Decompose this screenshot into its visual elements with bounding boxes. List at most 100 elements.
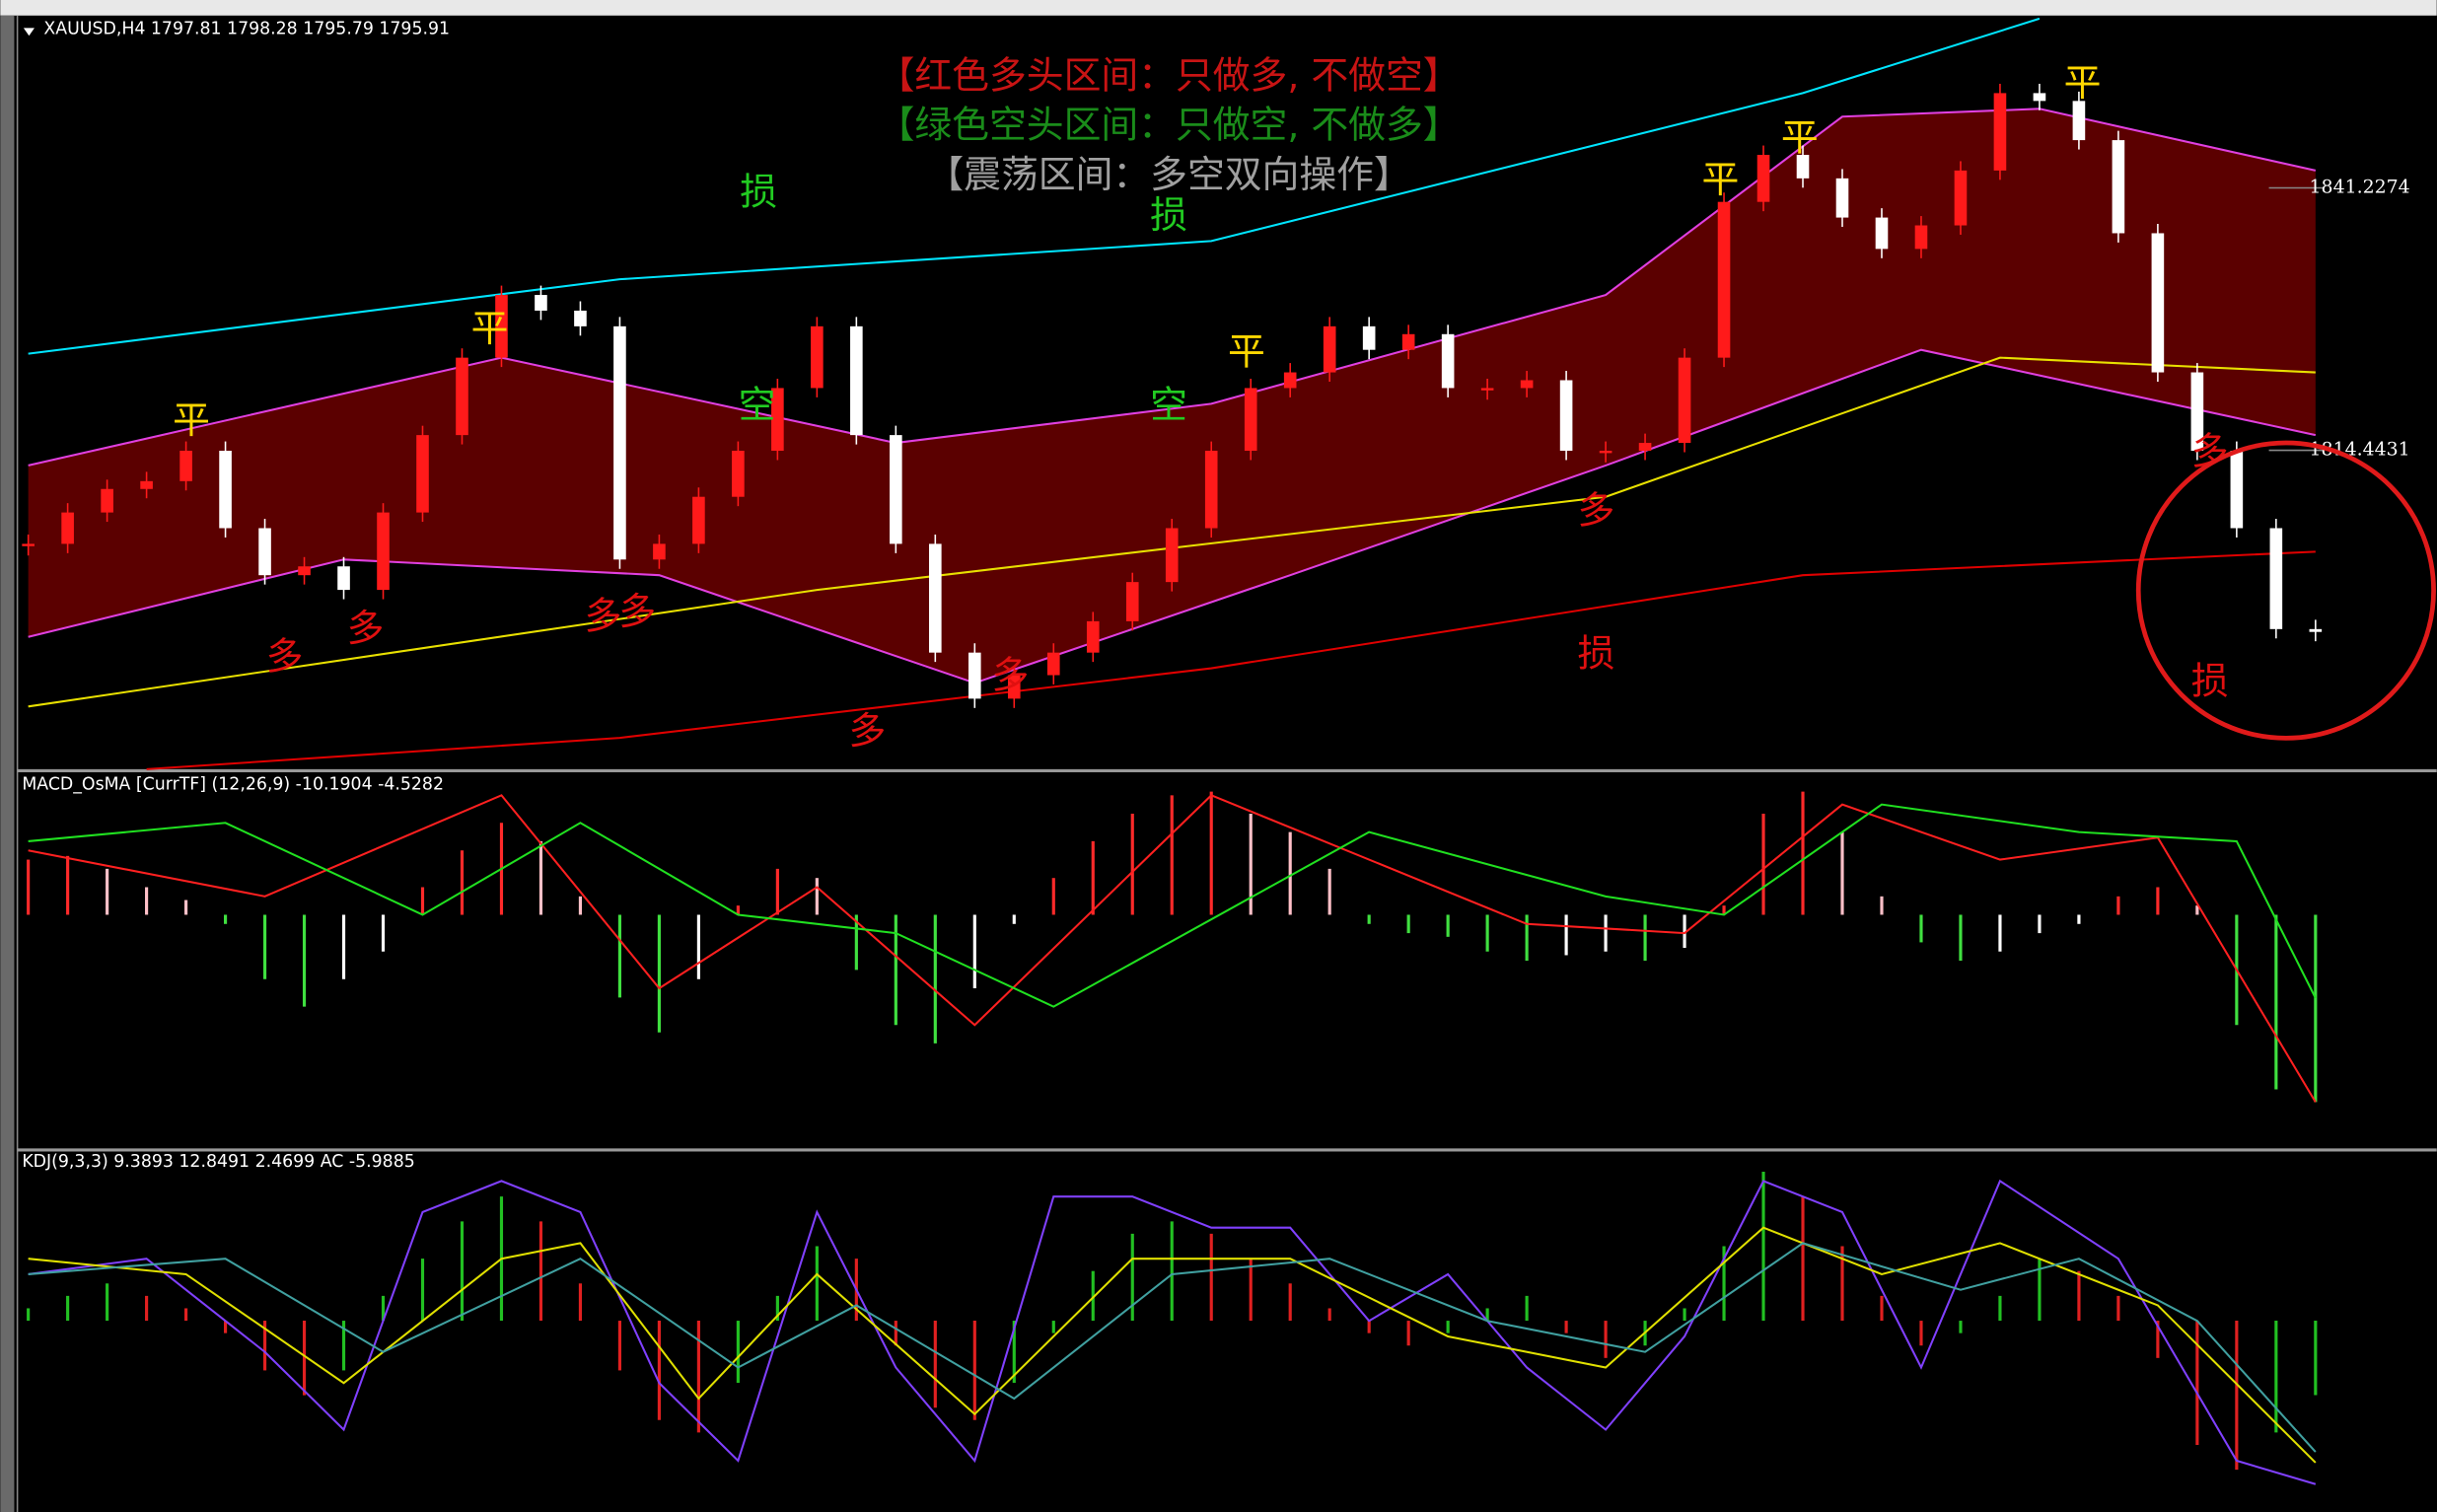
plot-layer: 1841.2274 1814.4431 <box>22 17 2410 1485</box>
candle <box>1954 170 1968 226</box>
candle <box>2269 528 2283 629</box>
annotation: 多 <box>347 607 385 650</box>
annotation: 损 <box>1577 631 1614 675</box>
annotation: 平 <box>1228 330 1265 374</box>
candle <box>811 325 824 389</box>
candle <box>101 488 113 513</box>
candle <box>1204 451 1218 529</box>
candle <box>1007 675 1021 699</box>
candle <box>692 496 705 544</box>
candle <box>1520 380 1534 389</box>
candle <box>771 388 784 452</box>
indicator-line <box>28 1179 2317 1485</box>
candle <box>298 566 311 576</box>
annotation: 损 <box>740 170 777 213</box>
candle <box>1717 201 1731 358</box>
price-label: 1841.2274 <box>2310 177 2410 198</box>
macd-header: MACD_OsMA [CurrTF] (12,26,9) -10.1904 -4… <box>22 774 444 794</box>
candle <box>850 325 863 436</box>
candle <box>653 543 666 560</box>
candle <box>1559 380 1573 452</box>
candle <box>1165 528 1179 583</box>
candle <box>1638 443 1652 452</box>
dropdown-icon <box>23 28 35 36</box>
annotation: 空 <box>1150 383 1187 426</box>
candle <box>1599 451 1613 454</box>
candle <box>2190 372 2204 452</box>
annotation: 多 <box>991 653 1029 696</box>
candle <box>1796 154 1810 179</box>
annotation: 平 <box>2064 61 2102 105</box>
candle <box>1086 620 1100 653</box>
candle <box>1875 217 1889 250</box>
candle <box>2230 451 2244 529</box>
candle <box>416 435 429 513</box>
annotation: 平 <box>471 307 509 350</box>
left-strip <box>0 15 15 1512</box>
annotation: 多 <box>618 590 656 633</box>
candle <box>1283 372 1297 389</box>
annotation: 损 <box>2191 660 2229 703</box>
candle <box>179 451 192 481</box>
candle <box>1480 388 1494 391</box>
annotation: 平 <box>1781 115 1819 159</box>
candle <box>2072 101 2086 141</box>
indicator-line <box>28 803 2317 1008</box>
annotation: 多 <box>849 709 887 753</box>
indicator-line <box>146 550 2316 770</box>
candle <box>1678 357 1691 444</box>
candle <box>61 512 74 544</box>
candle <box>140 480 153 489</box>
kdj-header: KDJ(9,3,3) 9.3893 12.8491 2.4699 AC -5.9… <box>22 1152 414 1172</box>
candle <box>613 325 626 560</box>
candle <box>495 295 508 358</box>
indicator-line <box>28 794 2317 1103</box>
candle <box>929 543 942 653</box>
candle <box>337 566 350 591</box>
candle <box>2151 233 2165 373</box>
annotation: 多 <box>585 595 622 638</box>
candle <box>258 528 271 576</box>
candle <box>1362 325 1376 350</box>
banner-red: 【红色多头区间：只做多, 不做空】 <box>878 53 1461 97</box>
price-header: XAUUSD,H4 1797.81 1798.28 1795.79 1795.9… <box>43 20 450 39</box>
candle <box>574 310 587 326</box>
candle <box>219 451 232 529</box>
candle <box>1125 582 1139 621</box>
indicator-line <box>28 17 2041 355</box>
candle <box>1046 652 1060 676</box>
candle <box>1401 333 1415 350</box>
band-fill <box>28 108 2316 684</box>
candle <box>2112 140 2125 234</box>
candle <box>456 357 468 436</box>
candle <box>535 295 547 311</box>
banner-range: 【震荡区间：多空双向操作】 <box>926 153 1410 196</box>
candle <box>1323 325 1336 373</box>
candle <box>1835 178 1849 218</box>
candle <box>1244 388 1257 452</box>
candle <box>1756 154 1770 202</box>
candle <box>377 512 390 591</box>
annotation: 多 <box>266 635 304 679</box>
candle <box>968 652 981 699</box>
indicator-line <box>28 1226 2317 1464</box>
candle <box>1993 93 2007 171</box>
annotation: 平 <box>173 398 210 442</box>
candle <box>22 543 35 546</box>
indicator-line <box>28 356 2316 708</box>
candle <box>732 451 745 497</box>
indicator-line <box>28 1242 2317 1453</box>
annotation: 平 <box>1701 158 1739 201</box>
toolbar <box>0 0 2437 16</box>
annotations: 平 平 平 平 平 平 空 空 损 损 多 多 多 多 多 多 多 多 损 损 <box>173 61 2228 753</box>
annotation: 空 <box>739 383 776 426</box>
candle <box>2309 628 2323 632</box>
candle <box>1441 333 1455 389</box>
price-label: 1814.4431 <box>2310 439 2410 461</box>
banner-green: 【绿色空头区间：只做空, 不做多】 <box>878 104 1461 147</box>
highlight-circle <box>2135 440 2436 741</box>
annotation: 多 <box>1577 488 1614 532</box>
candle <box>890 435 902 544</box>
